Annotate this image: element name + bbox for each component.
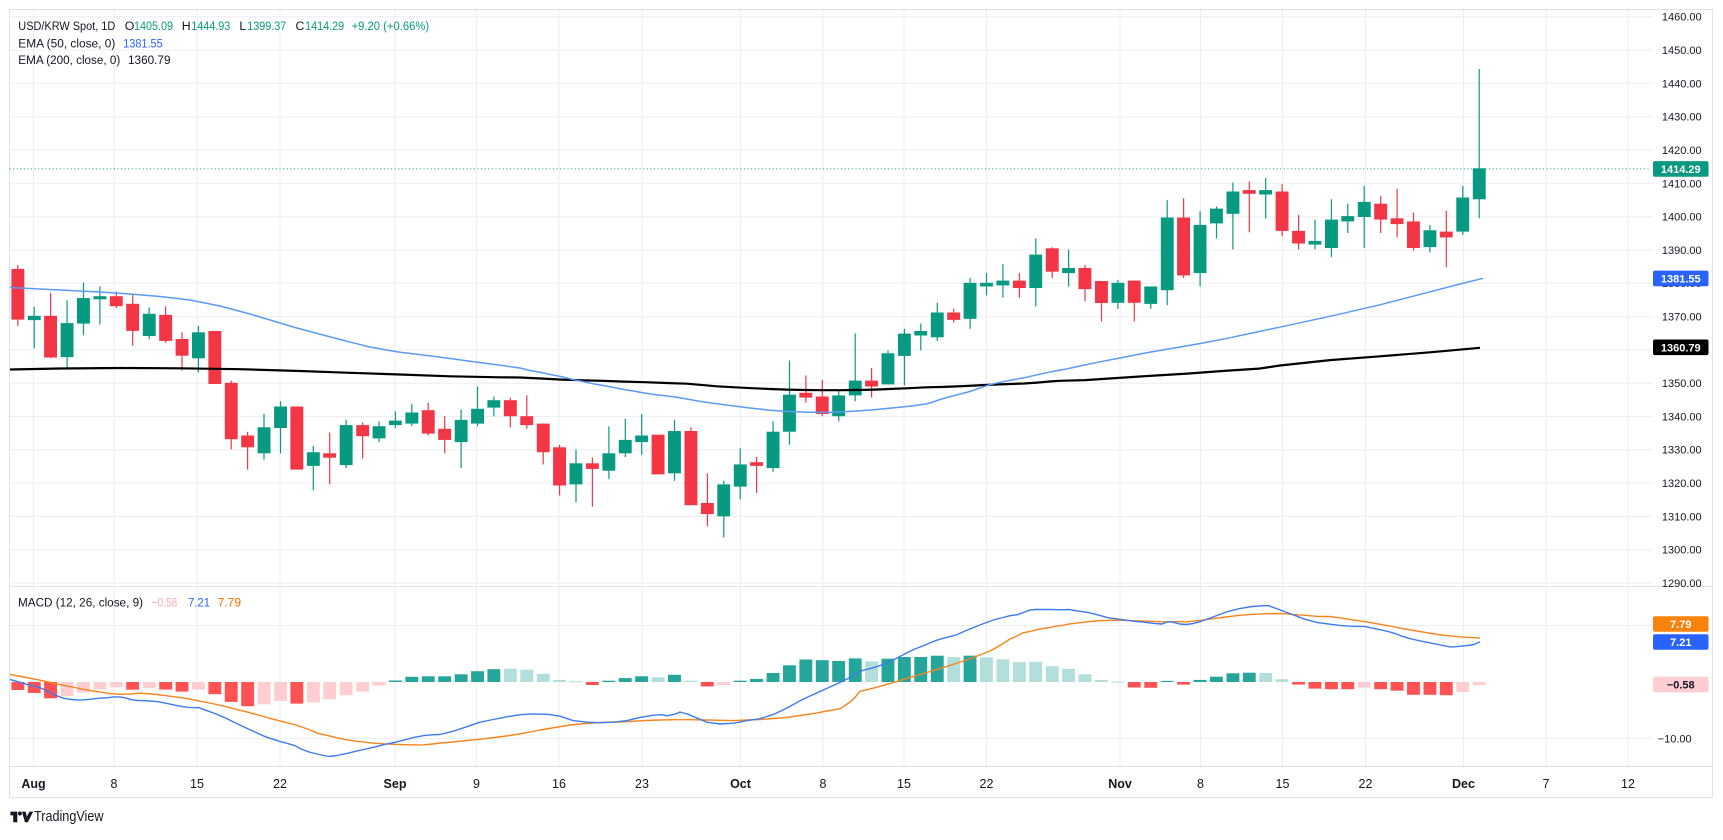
svg-text:8: 8	[820, 777, 827, 791]
svg-text:15: 15	[1276, 777, 1290, 791]
svg-text:Aug: Aug	[21, 777, 45, 791]
svg-text:1440.00: 1440.00	[1662, 78, 1702, 90]
svg-text:1414.29: 1414.29	[305, 19, 344, 33]
svg-text:15: 15	[897, 777, 911, 791]
svg-text:Oct: Oct	[730, 777, 752, 791]
svg-text:+9.20 (+0.66%): +9.20 (+0.66%)	[352, 19, 430, 33]
svg-text:1340.00: 1340.00	[1662, 411, 1702, 423]
svg-text:9: 9	[473, 777, 480, 791]
svg-text:1430.00: 1430.00	[1662, 112, 1702, 124]
svg-text:L: L	[239, 19, 246, 33]
svg-text:1444.93: 1444.93	[191, 19, 230, 33]
svg-text:1360.79: 1360.79	[1661, 342, 1701, 354]
svg-text:−0.58: −0.58	[152, 596, 178, 610]
svg-text:23: 23	[635, 777, 649, 791]
svg-text:Dec: Dec	[1452, 777, 1475, 791]
svg-text:16: 16	[552, 777, 566, 791]
svg-text:22: 22	[980, 777, 994, 791]
svg-text:1300.00: 1300.00	[1662, 545, 1702, 557]
svg-text:1410.00: 1410.00	[1662, 178, 1702, 190]
svg-text:1414.29: 1414.29	[1661, 164, 1701, 176]
svg-text:7.79: 7.79	[218, 596, 242, 610]
svg-text:1460.00: 1460.00	[1662, 12, 1702, 24]
svg-text:−0.58: −0.58	[1667, 680, 1695, 692]
svg-text:1360.79: 1360.79	[128, 53, 171, 67]
svg-text:−10.00: −10.00	[1658, 733, 1692, 745]
svg-text:1405.09: 1405.09	[134, 19, 173, 33]
svg-text:USD/KRW Spot, 1D: USD/KRW Spot, 1D	[18, 19, 115, 33]
svg-text:8: 8	[1197, 777, 1204, 791]
svg-text:1381.55: 1381.55	[123, 37, 163, 51]
svg-text:15: 15	[190, 777, 204, 791]
svg-text:1450.00: 1450.00	[1662, 45, 1702, 57]
svg-text:EMA (200, close, 0): EMA (200, close, 0)	[18, 53, 120, 67]
svg-text:O: O	[125, 19, 135, 33]
svg-text:1320.00: 1320.00	[1662, 478, 1702, 490]
svg-text:8: 8	[111, 777, 118, 791]
svg-text:TradingView: TradingView	[34, 809, 104, 825]
svg-text:1400.00: 1400.00	[1662, 212, 1702, 224]
svg-text:7.21: 7.21	[188, 596, 210, 610]
svg-text:7.21: 7.21	[1670, 637, 1691, 649]
svg-text:1381.55: 1381.55	[1661, 273, 1701, 285]
svg-text:7: 7	[1543, 777, 1550, 791]
svg-text:1390.00: 1390.00	[1662, 245, 1702, 257]
svg-text:12: 12	[1621, 777, 1635, 791]
svg-text:1310.00: 1310.00	[1662, 511, 1702, 523]
svg-text:1420.00: 1420.00	[1662, 145, 1702, 157]
svg-text:Nov: Nov	[1108, 777, 1132, 791]
svg-text:C: C	[296, 19, 305, 33]
svg-text:1350.00: 1350.00	[1662, 378, 1702, 390]
svg-text:EMA (50, close, 0): EMA (50, close, 0)	[18, 37, 115, 51]
svg-text:MACD (12, 26, close, 9): MACD (12, 26, close, 9)	[18, 596, 143, 610]
svg-text:H: H	[182, 19, 191, 33]
svg-text:22: 22	[1359, 777, 1373, 791]
svg-text:1399.37: 1399.37	[247, 19, 286, 33]
svg-text:22: 22	[273, 777, 287, 791]
svg-text:Sep: Sep	[384, 777, 407, 791]
svg-text:1370.00: 1370.00	[1662, 312, 1702, 324]
svg-text:1290.00: 1290.00	[1662, 578, 1702, 590]
svg-text:1330.00: 1330.00	[1662, 445, 1702, 457]
svg-text:7.79: 7.79	[1670, 619, 1691, 631]
